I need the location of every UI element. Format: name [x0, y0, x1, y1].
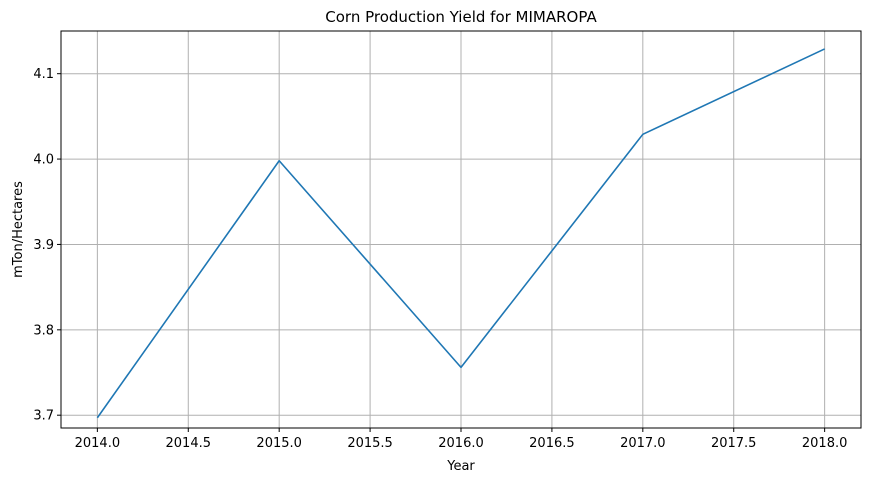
chart-title: Corn Production Yield for MIMAROPA [325, 8, 597, 26]
series-layer [96, 48, 825, 419]
x-tick-label: 2016.5 [529, 436, 575, 451]
y-axis-label: mTon/Hectares [11, 181, 26, 278]
x-tick-label: 2014.0 [75, 436, 121, 451]
x-axis-label: Year [446, 459, 475, 474]
grid [61, 31, 861, 428]
y-tick-label: 3.9 [33, 238, 54, 253]
x-tick-label: 2017.0 [620, 436, 666, 451]
x-tick-label: 2014.5 [166, 436, 212, 451]
y-tick-label: 4.0 [33, 153, 54, 168]
x-tick-label: 2018.0 [802, 436, 848, 451]
y-tick-label: 4.1 [33, 67, 54, 82]
ticks: 2014.0 2014.5 2015.0 2015.5 2016.0 2016.5 2017… [33, 67, 847, 451]
y-tick-label: 3.7 [33, 409, 54, 424]
y-tick-label: 3.8 [33, 323, 54, 338]
x-tick-label: 2017.5 [711, 436, 757, 451]
x-tick-label: 2015.5 [347, 436, 393, 451]
x-tick-label: 2015.0 [256, 436, 302, 451]
x-tick-label: 2016.0 [438, 436, 484, 451]
